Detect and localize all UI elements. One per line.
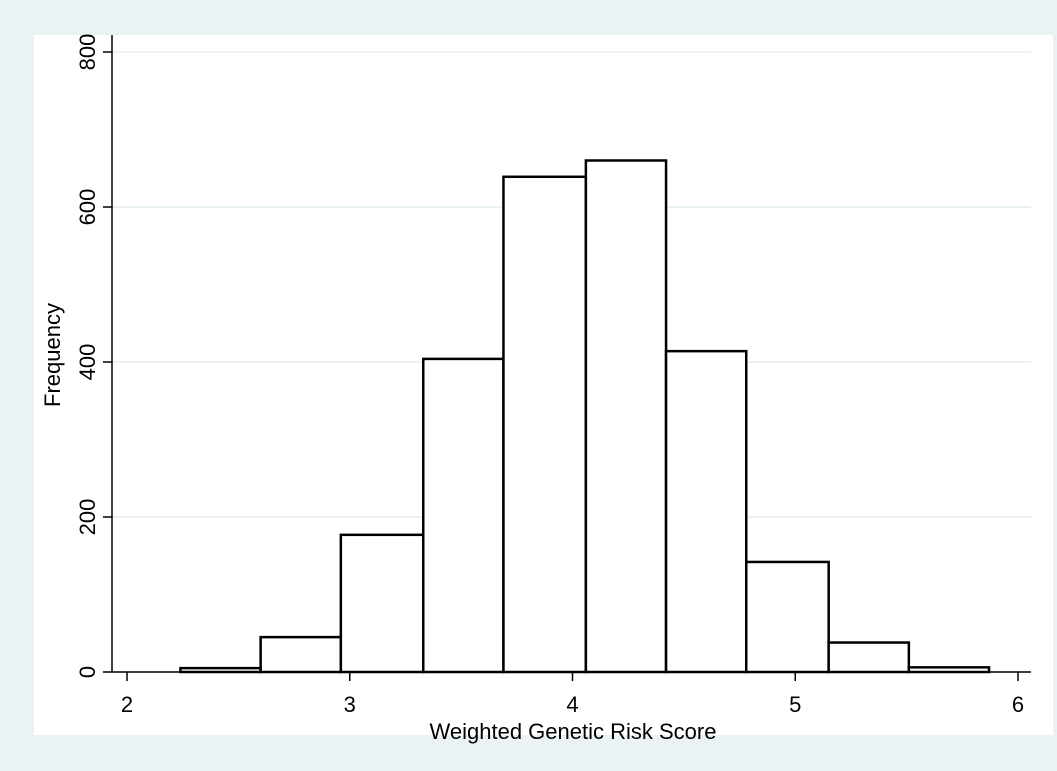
y-tick-label: 600 [75, 189, 100, 226]
y-axis-ticks: 0 200 400 600 800 [75, 34, 112, 678]
y-tick-label: 0 [75, 666, 100, 678]
y-axis-title: Frequency [40, 303, 65, 407]
x-tick-label: 3 [344, 692, 356, 717]
x-tick-label: 5 [789, 692, 801, 717]
histogram-bar [502, 175, 588, 674]
y-tick-label: 200 [75, 499, 100, 536]
y-tick-label: 800 [75, 34, 100, 71]
histogram-bar [339, 533, 425, 674]
histogram-bar [664, 349, 748, 674]
histogram-bar [422, 357, 505, 674]
histogram-bar [584, 159, 668, 674]
x-axis-ticks: 2 3 4 5 6 [121, 672, 1024, 717]
y-tick-label: 400 [75, 344, 100, 381]
histogram-bar [744, 560, 830, 674]
histogram-bar [827, 641, 911, 674]
x-tick-label: 4 [566, 692, 578, 717]
histogram-bar [259, 635, 343, 674]
x-tick-label: 6 [1012, 692, 1024, 717]
x-axis-title: Weighted Genetic Risk Score [430, 719, 717, 744]
axes [111, 35, 1031, 673]
histogram-bars [179, 159, 991, 674]
x-tick-label: 2 [121, 692, 133, 717]
